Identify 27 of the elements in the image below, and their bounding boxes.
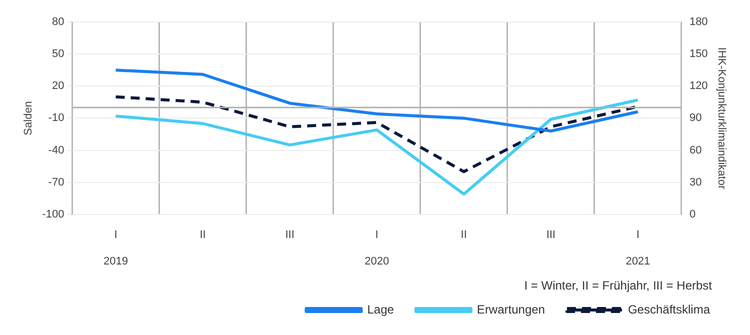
- text: I = Winter, II = Frühjahr, III = Herbst: [524, 278, 713, 293]
- y2-tick-label: 60: [689, 144, 702, 156]
- y-tick-label: -70: [48, 176, 64, 188]
- y-tick-label: 80: [52, 16, 64, 28]
- y2-tick-label: 30: [689, 176, 702, 188]
- y2-axis-title: IHK-Konjunkturklimaindikator: [715, 47, 728, 190]
- x-tick-label: III: [546, 229, 556, 242]
- legend-label: Lage: [367, 302, 394, 316]
- x-tick-label: II: [460, 229, 467, 242]
- category-label: I 2021: [626, 229, 650, 268]
- x-tick-label: II: [200, 229, 206, 242]
- y-tick-label: -100: [42, 208, 64, 220]
- y-tick-label: -40: [48, 144, 64, 156]
- y-tick-label: 20: [52, 80, 64, 92]
- y-tick-label: 50: [52, 48, 64, 60]
- y2-tick-label: 90: [689, 112, 702, 124]
- category-label: I 2020: [364, 229, 390, 268]
- y2-tick-label: 150: [689, 48, 708, 60]
- legend-label: Geschäftsklima: [628, 302, 710, 316]
- category-label: I 2019: [103, 229, 128, 268]
- x-tick-label: III: [285, 229, 294, 242]
- y-axis-title: Salden: [22, 101, 35, 136]
- legend-label: Erwartungen: [476, 302, 545, 316]
- y2-tick-label: 180: [689, 16, 708, 28]
- y2-tick-label: 120: [689, 80, 708, 92]
- y-tick-label: -10: [48, 112, 64, 124]
- y2-tick-label: 0: [689, 208, 696, 220]
